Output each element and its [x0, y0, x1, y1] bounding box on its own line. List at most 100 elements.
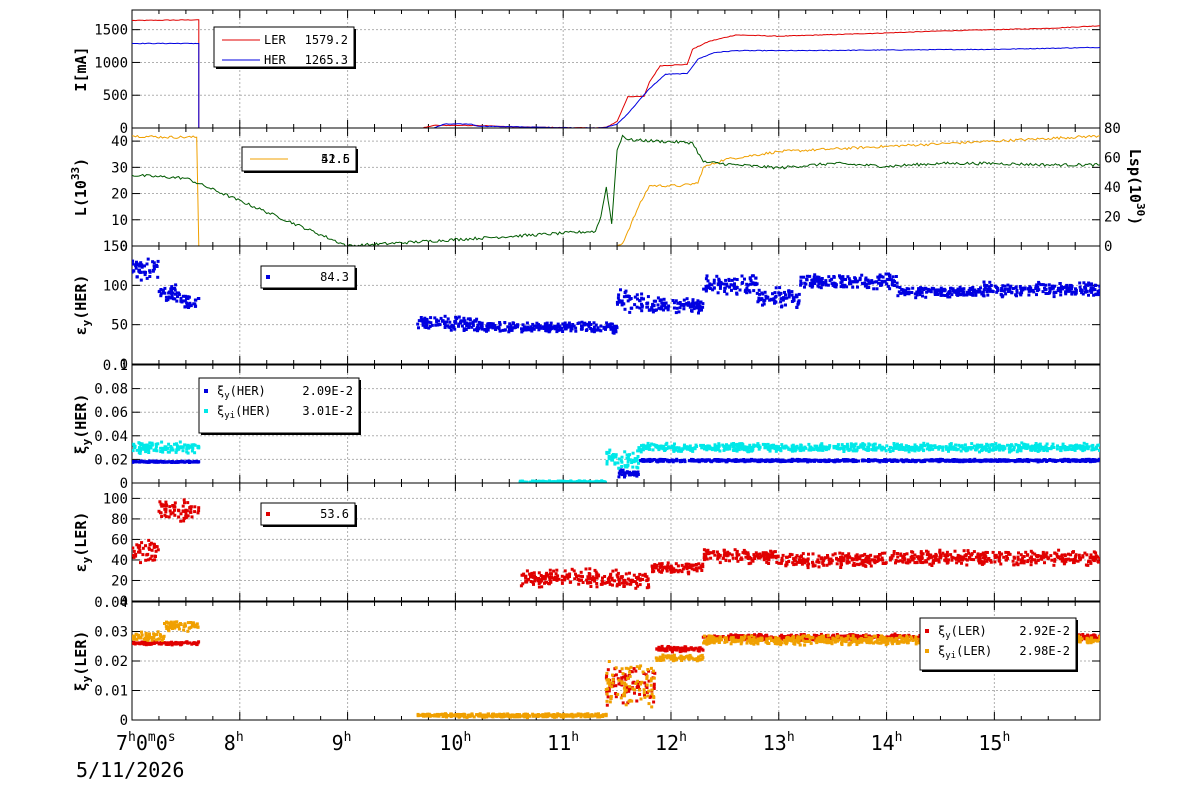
data-point [147, 539, 150, 542]
data-point [857, 563, 860, 566]
data-point [174, 501, 177, 504]
data-point [1089, 289, 1092, 292]
data-point [719, 459, 722, 462]
data-point [690, 304, 693, 307]
data-point [488, 326, 491, 329]
data-point [621, 575, 624, 578]
data-point [975, 460, 978, 463]
data-point [1052, 564, 1055, 567]
data-point [147, 451, 150, 454]
data-point [670, 565, 673, 568]
data-point [580, 480, 583, 483]
data-point [911, 449, 914, 452]
data-point [182, 460, 185, 463]
data-point [588, 573, 591, 576]
data-point [764, 295, 767, 298]
data-point [481, 328, 484, 331]
data-point [820, 446, 823, 449]
data-point [806, 275, 809, 278]
data-point [1015, 294, 1018, 297]
data-point [867, 279, 870, 282]
data-point [177, 509, 180, 512]
data-point [537, 579, 540, 582]
data-point [642, 448, 645, 451]
data-point [1035, 285, 1038, 288]
data-point [608, 449, 611, 452]
data-point [582, 581, 585, 584]
data-point [138, 446, 141, 449]
data-point [1056, 555, 1059, 558]
data-point [164, 510, 167, 513]
y-tick-label: 0.1 [103, 358, 128, 374]
data-point [978, 446, 981, 449]
data-point [896, 556, 899, 559]
data-point [702, 288, 705, 291]
data-point [990, 561, 993, 564]
data-point [693, 568, 696, 571]
data-point [759, 555, 762, 558]
data-point [187, 452, 190, 455]
data-point [1093, 550, 1096, 553]
data-point [780, 297, 783, 300]
data-point [808, 458, 811, 461]
data-point [1003, 290, 1006, 293]
data-point [193, 510, 196, 513]
data-point [792, 296, 795, 299]
data-point [818, 282, 821, 285]
data-point [611, 579, 614, 582]
data-point [153, 545, 156, 548]
data-point [807, 443, 810, 446]
data-point [717, 442, 720, 445]
data-point [903, 557, 906, 560]
data-point [870, 558, 873, 561]
legend-value: 53.6 [320, 507, 349, 521]
data-point [542, 325, 545, 328]
data-point [1014, 460, 1017, 463]
data-point [675, 459, 678, 462]
data-point [617, 475, 620, 478]
data-point [713, 282, 716, 285]
data-point [935, 289, 938, 292]
data-point [852, 564, 855, 567]
data-point [628, 572, 631, 575]
data-point [637, 576, 640, 579]
data-point [915, 459, 918, 462]
legend-swatch [266, 512, 270, 516]
data-point [1046, 449, 1049, 452]
y-tick-label: 0.01 [94, 684, 128, 700]
data-point [744, 289, 747, 292]
data-point [679, 306, 682, 309]
data-point [893, 447, 896, 450]
data-point [616, 584, 619, 587]
data-point [926, 443, 929, 446]
data-point [1008, 460, 1011, 463]
data-point [698, 309, 701, 312]
data-point [651, 566, 654, 569]
data-point [980, 560, 983, 563]
data-point [1000, 287, 1003, 290]
data-point [752, 445, 755, 448]
data-point [802, 458, 805, 461]
data-point [585, 568, 588, 571]
data-point [881, 459, 884, 462]
data-point [180, 512, 183, 515]
data-point [814, 278, 817, 281]
data-point [696, 299, 699, 302]
data-point [151, 442, 154, 445]
data-point [855, 460, 858, 463]
data-point [977, 291, 980, 294]
data-point [587, 577, 590, 580]
data-point [465, 325, 468, 328]
data-point [818, 285, 821, 288]
data-point [696, 569, 699, 572]
data-point [742, 460, 745, 463]
data-point [1087, 447, 1090, 450]
data-point [718, 450, 721, 453]
data-point [918, 446, 921, 449]
y-tick-label: 0.02 [94, 452, 128, 468]
data-point [651, 304, 654, 307]
data-point [687, 566, 690, 569]
